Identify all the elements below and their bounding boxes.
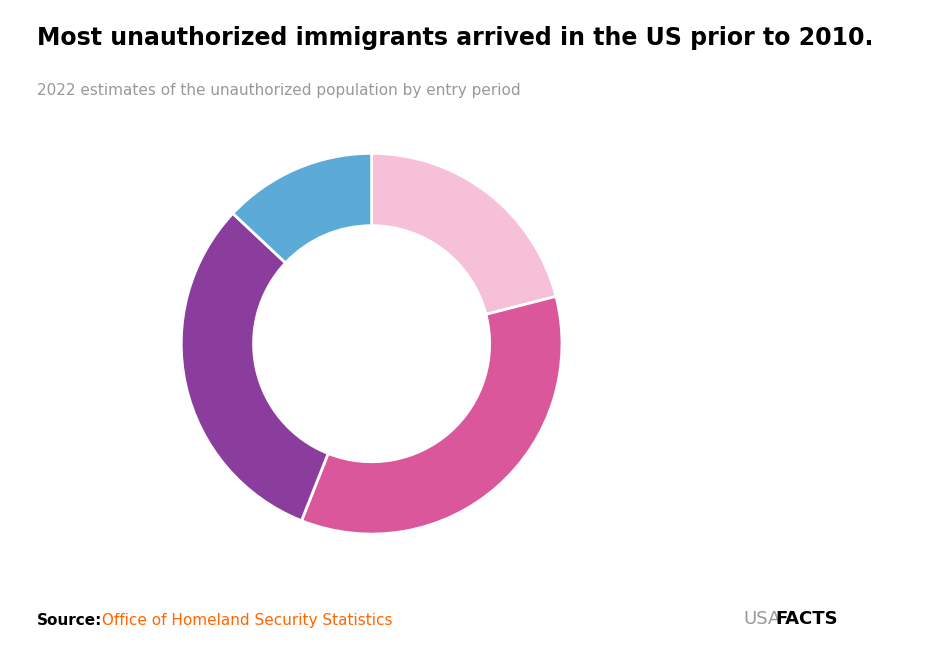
- Wedge shape: [233, 153, 371, 263]
- Wedge shape: [371, 153, 555, 315]
- Text: Office of Homeland Security Statistics: Office of Homeland Security Statistics: [97, 613, 392, 628]
- Text: FACTS: FACTS: [775, 610, 837, 628]
- Wedge shape: [181, 214, 328, 521]
- Text: Most unauthorized immigrants arrived in the US prior to 2010.: Most unauthorized immigrants arrived in …: [37, 26, 872, 50]
- Wedge shape: [302, 296, 561, 534]
- Text: Source:: Source:: [37, 613, 102, 628]
- Text: USA: USA: [742, 610, 780, 628]
- Text: 2022 estimates of the unauthorized population by entry period: 2022 estimates of the unauthorized popul…: [37, 83, 521, 98]
